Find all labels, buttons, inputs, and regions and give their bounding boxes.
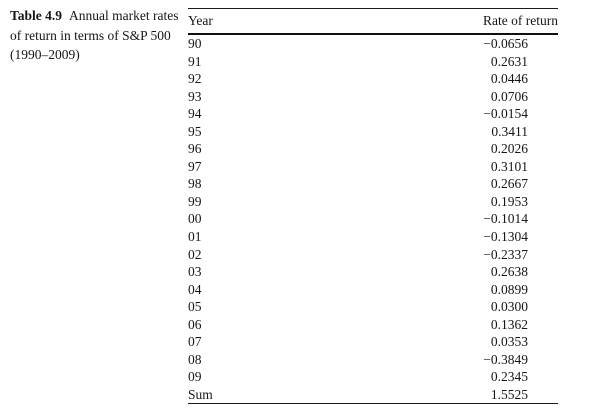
- rate-cell: 0.0706: [490, 88, 528, 104]
- table-row: 03 0.2638: [188, 263, 558, 281]
- year-cell: 01: [188, 229, 202, 245]
- year-cell: 98: [188, 176, 202, 192]
- year-cell: Sum: [188, 386, 213, 402]
- table-row: 02 −0.2337: [188, 246, 558, 264]
- table-row: 94 −0.0154: [188, 105, 558, 123]
- table-row: 07 0.0353: [188, 333, 558, 351]
- table-caption-text: Annual market rates of return in terms o…: [10, 8, 179, 62]
- year-cell: 04: [188, 281, 202, 297]
- year-cell: 97: [188, 158, 202, 174]
- rate-cell: 1.5525: [490, 386, 528, 402]
- year-cell: 06: [188, 316, 202, 332]
- year-cell: 03: [188, 264, 202, 280]
- year-cell: 99: [188, 193, 202, 209]
- table-header-row: Year Rate of return: [188, 8, 558, 35]
- year-cell: 95: [188, 123, 202, 139]
- rate-cell: 0.3411: [491, 123, 528, 139]
- table-row: 90 −0.0656: [188, 34, 558, 53]
- rate-cell: 0.2667: [490, 176, 528, 192]
- table-row: 98 0.2667: [188, 175, 558, 193]
- table-row: 09 0.2345: [188, 368, 558, 386]
- rate-cell: 0.2345: [490, 369, 528, 385]
- table-row: 06 0.1362: [188, 316, 558, 334]
- rate-cell: 0.2631: [490, 53, 528, 69]
- rate-cell: 0.0300: [490, 299, 528, 315]
- table-row: 95 0.3411: [188, 123, 558, 141]
- year-cell: 00: [188, 211, 202, 227]
- table-row: 97 0.3101: [188, 158, 558, 176]
- rate-cell: 0.0353: [490, 334, 528, 350]
- year-cell: 92: [188, 71, 202, 87]
- table-row: 05 0.0300: [188, 298, 558, 316]
- rate-cell: 0.0446: [490, 71, 528, 87]
- rate-cell: 0.2638: [490, 264, 528, 280]
- table-row: 96 0.2026: [188, 140, 558, 158]
- table-row: 93 0.0706: [188, 88, 558, 106]
- rate-cell: −0.3849: [483, 351, 528, 367]
- rate-cell: −0.1014: [483, 211, 528, 227]
- column-header-year: Year: [188, 8, 355, 35]
- rate-cell: −0.1304: [483, 229, 528, 245]
- year-cell: 05: [188, 299, 202, 315]
- year-cell: 93: [188, 88, 202, 104]
- rate-cell: −0.0154: [483, 106, 528, 122]
- rate-cell: 0.2026: [490, 141, 528, 157]
- rate-cell: 0.1953: [490, 193, 528, 209]
- rate-cell: 0.0899: [490, 281, 528, 297]
- table-row: 91 0.2631: [188, 53, 558, 71]
- year-cell: 90: [188, 36, 202, 51]
- year-cell: 96: [188, 141, 202, 157]
- rates-of-return-table: Year Rate of return 90 −0.0656 91 0.2631 92 0…: [188, 8, 558, 405]
- table-row: 01 −0.1304: [188, 228, 558, 246]
- table-row: 92 0.0446: [188, 70, 558, 88]
- rate-cell: −0.0656: [483, 36, 528, 51]
- year-cell: 09: [188, 369, 202, 385]
- table-row: 00 −0.1014: [188, 210, 558, 228]
- year-cell: 07: [188, 334, 202, 350]
- year-cell: 94: [188, 106, 202, 122]
- rate-cell: 0.1362: [490, 316, 528, 332]
- rate-cell: −0.2337: [483, 246, 528, 262]
- column-header-rate-of-return: Rate of return: [354, 8, 558, 35]
- rate-cell: 0.3101: [490, 158, 528, 174]
- table-header: Year Rate of return: [188, 8, 558, 35]
- table-caption: Table 4.9 Annual market rates of return i…: [10, 6, 180, 65]
- table-row: Sum 1.5525: [188, 386, 558, 404]
- year-cell: 91: [188, 53, 202, 69]
- table-row: 08 −0.3849: [188, 351, 558, 369]
- table-row: 04 0.0899: [188, 281, 558, 299]
- table-caption-label: Table 4.9: [10, 8, 63, 23]
- table-body: 90 −0.0656 91 0.2631 92 0.0446 93 0.0706 94 −0.01…: [188, 34, 558, 404]
- table-row: 99 0.1953: [188, 193, 558, 211]
- year-cell: 08: [188, 351, 202, 367]
- year-cell: 02: [188, 246, 202, 262]
